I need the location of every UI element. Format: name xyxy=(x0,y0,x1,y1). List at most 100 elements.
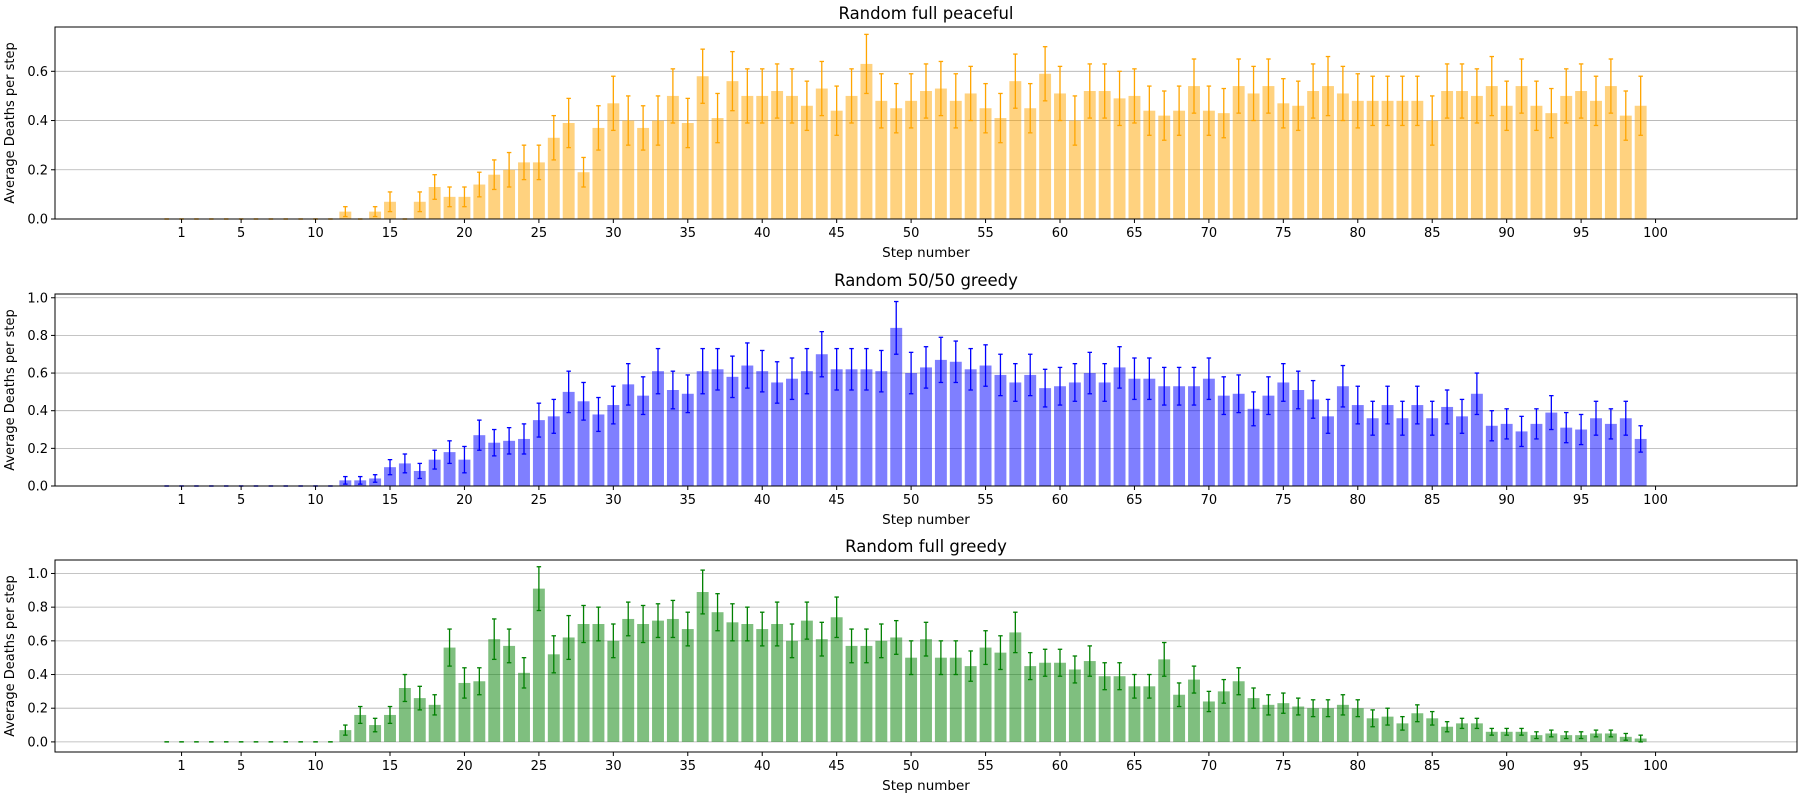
bar xyxy=(1470,393,1483,486)
error-bar xyxy=(864,347,869,391)
error-bar xyxy=(551,398,557,434)
bar xyxy=(592,624,605,742)
bar xyxy=(1322,416,1334,486)
error-bar xyxy=(1385,75,1390,127)
error-bar xyxy=(1206,690,1212,713)
error-bar xyxy=(1102,362,1107,402)
error-bar xyxy=(432,174,437,200)
error-bar xyxy=(1400,75,1405,127)
bar xyxy=(1054,93,1066,219)
bar xyxy=(1277,382,1290,486)
error-bar xyxy=(1519,727,1524,736)
error-bar xyxy=(1415,704,1420,723)
y-tick-label: 0.8 xyxy=(27,329,48,344)
x-tick-label: 70 xyxy=(1201,493,1218,508)
bar xyxy=(994,374,1007,486)
bar xyxy=(458,196,471,219)
error-bar xyxy=(1013,362,1018,402)
bar xyxy=(607,405,620,486)
bar xyxy=(1366,418,1379,486)
x-tick-label: 25 xyxy=(531,493,548,508)
bar xyxy=(503,645,516,742)
x-tick-label: 45 xyxy=(828,226,845,241)
bar xyxy=(1068,382,1081,486)
error-bar xyxy=(774,361,780,404)
error-bar xyxy=(521,657,527,689)
bar xyxy=(741,95,754,219)
error-bar xyxy=(923,621,929,657)
error-bar xyxy=(1340,364,1346,408)
error-bar xyxy=(1638,734,1643,743)
error-bar xyxy=(998,353,1003,397)
bar xyxy=(1426,418,1439,486)
error-bar xyxy=(417,462,423,480)
bar xyxy=(1381,100,1394,219)
error-bar xyxy=(581,604,586,644)
error-bar xyxy=(1251,65,1256,122)
bar xyxy=(1456,723,1468,742)
chart-panel-1: 0.00.20.40.61 5 10 15 20 25 30 35 40 45 50 55 60 65 70… xyxy=(3,4,1798,261)
bar xyxy=(1083,91,1096,219)
error-bar xyxy=(1072,362,1078,402)
bar xyxy=(652,120,664,219)
error-bar xyxy=(551,114,557,161)
bar xyxy=(696,371,709,486)
bar xyxy=(786,95,798,219)
bar xyxy=(979,108,992,219)
chart-panel-3: 0.00.20.40.60.81.01 5 10 15 20 25 30 35 40 45 50 55… xyxy=(3,537,1798,794)
error-bar xyxy=(343,724,348,736)
x-tick-label: 85 xyxy=(1424,493,1441,508)
x-tick-label: 30 xyxy=(605,226,622,241)
bar xyxy=(920,91,932,219)
bar xyxy=(622,618,635,742)
bar xyxy=(681,123,694,219)
error-bar xyxy=(1281,692,1286,714)
error-bar xyxy=(1206,357,1212,401)
error-bar xyxy=(1385,707,1390,726)
error-bar xyxy=(849,628,854,664)
bar xyxy=(1470,95,1483,219)
error-bar xyxy=(1057,648,1063,677)
bar xyxy=(1188,679,1200,742)
bar xyxy=(860,645,873,742)
bar xyxy=(1024,374,1037,486)
error-bar xyxy=(1459,63,1465,119)
bar xyxy=(800,105,813,219)
bar xyxy=(726,622,739,742)
error-bar xyxy=(462,186,467,208)
bar xyxy=(1411,405,1424,486)
error-bar xyxy=(1459,717,1465,730)
error-bar xyxy=(1519,58,1524,114)
bar xyxy=(1396,418,1409,486)
error-bar xyxy=(759,68,765,124)
bar xyxy=(1485,731,1498,742)
error-bar xyxy=(1534,731,1539,740)
error-bar xyxy=(477,171,482,198)
x-tick-label: 1 xyxy=(177,226,185,241)
error-bar xyxy=(432,694,437,716)
bar xyxy=(532,588,545,742)
error-bar xyxy=(1340,65,1346,122)
x-tick-label: 15 xyxy=(382,493,399,508)
error-bar xyxy=(581,381,586,421)
error-bar xyxy=(1251,687,1256,709)
error-bar xyxy=(1563,411,1569,444)
error-bar xyxy=(1117,662,1122,691)
bar xyxy=(369,725,382,742)
bar xyxy=(607,640,620,742)
error-bar xyxy=(1087,351,1093,395)
x-tick-label: 20 xyxy=(456,493,473,508)
x-tick-label: 50 xyxy=(903,759,920,774)
error-bar xyxy=(566,97,571,149)
bar xyxy=(1292,390,1305,486)
error-bar xyxy=(372,206,378,218)
y-tick-label: 0.4 xyxy=(27,668,48,683)
bar xyxy=(1024,666,1037,742)
error-bar xyxy=(1325,55,1331,117)
error-bar xyxy=(1489,55,1495,117)
error-bar xyxy=(462,667,467,699)
error-bar xyxy=(625,362,631,406)
bar xyxy=(652,620,664,742)
bar xyxy=(1560,427,1573,486)
error-bar xyxy=(685,97,691,149)
